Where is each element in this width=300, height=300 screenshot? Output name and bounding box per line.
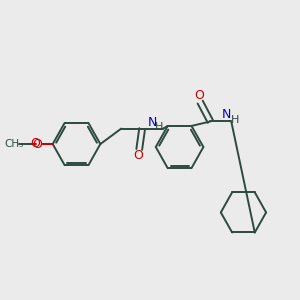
Text: O: O: [195, 89, 205, 102]
Text: H: H: [155, 122, 163, 132]
Text: H: H: [231, 115, 239, 125]
Text: N: N: [221, 108, 231, 122]
Text: O: O: [133, 149, 143, 162]
Text: N: N: [148, 116, 157, 129]
Text: CH₃: CH₃: [4, 139, 24, 149]
Text: O: O: [30, 137, 40, 150]
Text: O: O: [32, 138, 42, 151]
